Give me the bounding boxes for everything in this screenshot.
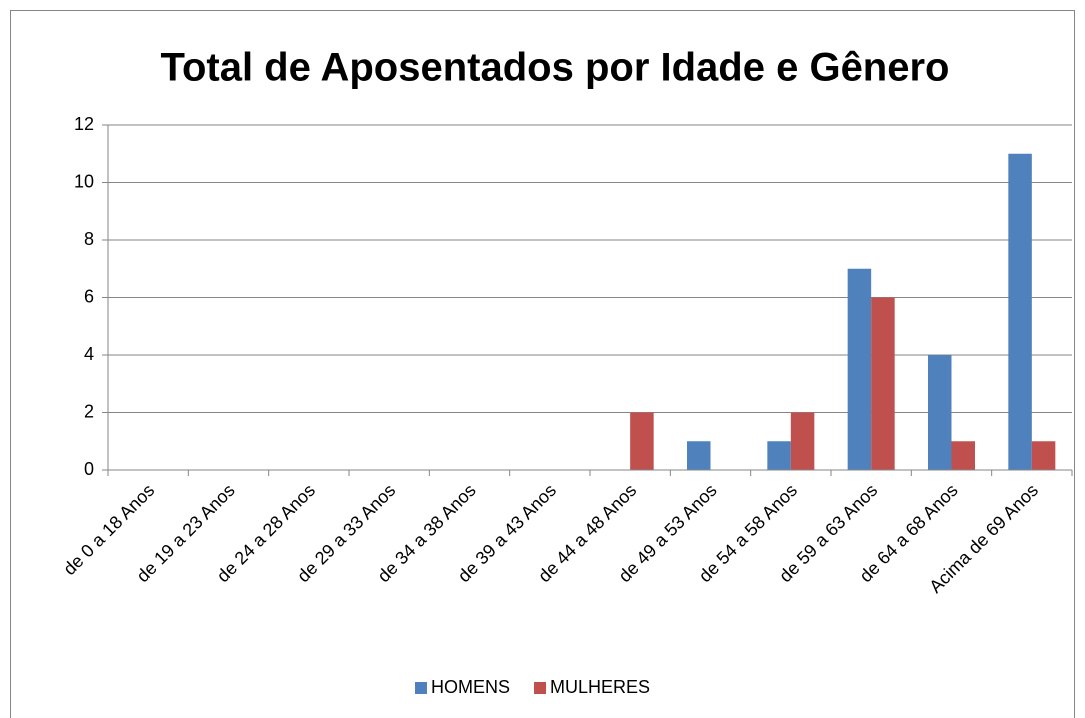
bar (687, 441, 711, 470)
bar (1008, 153, 1032, 470)
y-tick-label: 4 (84, 344, 94, 364)
legend-swatch (534, 682, 547, 694)
y-tick-label: 10 (74, 171, 94, 191)
bar (871, 297, 895, 470)
bar (928, 355, 952, 470)
bar (1031, 441, 1056, 470)
y-tick-label: 8 (84, 229, 94, 249)
legend-label: MULHERES (550, 677, 650, 697)
chart-border (10, 10, 1075, 718)
y-tick-label: 12 (74, 114, 94, 134)
legend-swatch (415, 682, 427, 694)
bar (630, 412, 654, 470)
y-tick-label: 0 (84, 459, 94, 479)
y-tick-label: 2 (84, 401, 94, 421)
bar (767, 441, 791, 470)
chart-title: Total de Aposentados por Idade e Gênero (160, 46, 949, 90)
bar (847, 268, 872, 470)
bar (951, 441, 975, 470)
legend-label: HOMENS (431, 677, 510, 697)
y-tick-label: 6 (84, 286, 94, 306)
bar (790, 412, 815, 470)
